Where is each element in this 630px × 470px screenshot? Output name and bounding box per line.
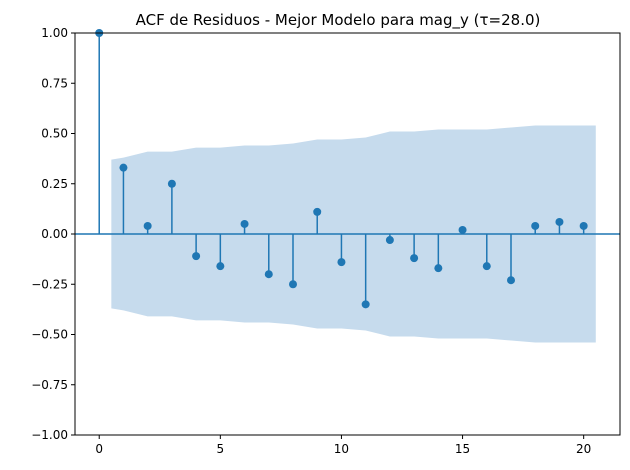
acf-point-lag-6 — [240, 219, 249, 228]
chart-title: ACF de Residuos - Mejor Modelo para mag_… — [136, 11, 541, 30]
x-tick-label: 5 — [217, 442, 225, 456]
x-tick-label: 15 — [455, 442, 470, 456]
y-tick-label: 0.00 — [41, 227, 68, 241]
y-tick-label: 0.25 — [41, 177, 68, 191]
acf-point-lag-14 — [434, 264, 443, 273]
acf-point-lag-9 — [313, 207, 322, 216]
acf-point-lag-1 — [119, 163, 128, 172]
x-tick-label: 10 — [334, 442, 349, 456]
x-tick-label: 0 — [95, 442, 103, 456]
acf-point-lag-20 — [579, 221, 588, 230]
acf-point-lag-11 — [361, 300, 370, 309]
y-tick-label: −0.50 — [31, 328, 68, 342]
y-tick-label: −0.25 — [31, 277, 68, 291]
acf-point-lag-2 — [143, 221, 152, 230]
acf-point-lag-5 — [216, 262, 225, 271]
acf-point-lag-7 — [264, 270, 273, 279]
acf-point-lag-10 — [337, 258, 346, 267]
acf-point-lag-17 — [507, 276, 515, 285]
y-tick-label: 1.00 — [41, 26, 68, 40]
y-tick-label: 0.75 — [41, 76, 68, 90]
acf-point-lag-3 — [167, 179, 176, 188]
y-tick-label: 0.50 — [41, 127, 68, 141]
acf-point-lag-13 — [410, 254, 419, 263]
plot-area: 0 5 10 15 20 −1.00 −0.75 −0.50 −0.25 0.00 0.25 0.50… — [31, 26, 621, 456]
acf-point-lag-16 — [482, 262, 491, 271]
acf-point-lag-8 — [289, 280, 297, 289]
acf-point-lag-4 — [192, 252, 201, 261]
acf-point-lag-18 — [531, 221, 540, 230]
x-tick-label: 20 — [576, 442, 591, 456]
y-tick-label: −1.00 — [31, 428, 68, 442]
acf-point-lag-19 — [555, 217, 564, 226]
acf-point-lag-15 — [458, 225, 467, 234]
acf-point-lag-12 — [385, 236, 394, 245]
y-tick-label: −0.75 — [31, 378, 68, 392]
